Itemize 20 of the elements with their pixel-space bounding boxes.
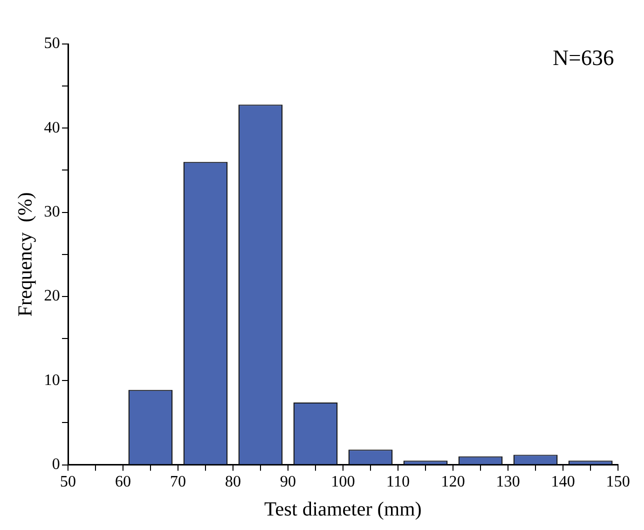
y-tick-label: 50: [44, 35, 60, 52]
x-axis-title: Test diameter (mm): [264, 498, 422, 520]
x-tick-label: 60: [115, 474, 131, 491]
x-tick-label: 150: [606, 474, 630, 491]
x-tick-label: 70: [170, 474, 186, 491]
y-tick-label: 10: [44, 372, 60, 389]
x-tick-label: 120: [441, 474, 465, 491]
x-tick-label: 90: [280, 474, 296, 491]
x-tick-label: 100: [331, 474, 355, 491]
y-axis-title: Frequency (%): [14, 192, 36, 317]
x-tick-label: 110: [386, 474, 410, 491]
x-tick-label: 140: [551, 474, 575, 491]
x-tick-label: 130: [496, 474, 520, 491]
x-tick-label: 50: [60, 474, 76, 491]
y-tick-label: 30: [44, 204, 60, 221]
x-tick-label: 80: [225, 474, 241, 491]
annotation: N=636: [552, 44, 614, 70]
y-tick-label: 0: [52, 456, 60, 474]
y-tick-label: 40: [44, 119, 60, 136]
y-tick-label: 20: [44, 288, 60, 305]
